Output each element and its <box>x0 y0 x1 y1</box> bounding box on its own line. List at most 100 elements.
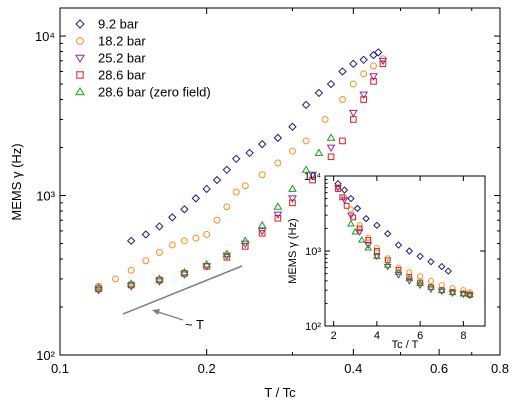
data-point-series-2 <box>302 137 310 145</box>
data-point-series-1 <box>314 88 324 98</box>
data-point-series-1 <box>232 154 241 163</box>
data-point-series-2 <box>127 266 135 274</box>
inset-x-tick-label: 2 <box>331 330 337 342</box>
linear-guide-line <box>122 265 243 315</box>
inset-data-point-series-4 <box>356 225 363 232</box>
inset-x-axis-label: Tc / T <box>392 339 419 351</box>
inset-data-point-series-4 <box>365 237 372 243</box>
data-point-series-1 <box>202 184 211 194</box>
data-point-series-1 <box>369 50 378 60</box>
data-point-series-5 <box>202 259 212 268</box>
inset-data-point-series-1 <box>353 204 362 213</box>
data-point-series-5 <box>257 220 267 229</box>
data-point-series-2 <box>274 159 282 167</box>
annotation-arrow <box>154 310 184 321</box>
inset-data-point-series-1 <box>405 247 414 255</box>
inset-data-point-series-4 <box>350 214 357 221</box>
data-point-series-1 <box>288 122 297 131</box>
inset-data-point-series-5 <box>405 274 414 282</box>
inset-data-point-series-1 <box>427 257 435 266</box>
inset-data-point-series-3 <box>364 242 373 250</box>
data-point-series-2 <box>321 115 329 123</box>
inset-background <box>325 176 485 326</box>
main-plot-frame <box>59 7 501 356</box>
data-point-series-5 <box>179 267 189 276</box>
data-point-series-1 <box>273 133 283 143</box>
data-point-series-2 <box>223 203 231 211</box>
data-point-series-2 <box>360 70 368 78</box>
inset-data-point-series-3 <box>355 229 364 236</box>
data-point-series-5 <box>240 236 250 244</box>
legend-label-1: 9.2 bar <box>98 17 139 32</box>
data-point-series-5 <box>155 274 164 282</box>
inset-y-tick-label: 10⁴ <box>304 171 321 183</box>
data-point-series-2 <box>112 275 119 283</box>
data-point-series-3 <box>308 171 318 180</box>
data-point-series-1 <box>155 222 164 231</box>
legend-label-5: 28.6 bar (zero field) <box>98 85 211 100</box>
inset-data-point-series-3 <box>448 290 457 298</box>
inset-x-tick-label: 6 <box>417 330 423 342</box>
inset-data-point-series-2 <box>347 206 354 213</box>
inset-data-point-series-1 <box>394 241 403 249</box>
data-point-series-3 <box>126 283 136 291</box>
inset-data-point-series-3 <box>394 272 403 279</box>
inset-data-point-series-5 <box>351 227 360 235</box>
inset-data-point-series-3 <box>334 185 342 192</box>
data-point-series-2 <box>192 234 200 242</box>
inset-data-point-series-1 <box>373 221 381 230</box>
inset-data-point-series-3 <box>459 291 468 299</box>
inset-y-tick-label: 10² <box>305 321 321 333</box>
data-point-series-2 <box>213 216 221 224</box>
data-point-series-1 <box>349 59 358 69</box>
inset-data-point-series-1 <box>340 186 349 194</box>
data-point-series-1 <box>168 213 177 222</box>
inset-data-point-series-5 <box>357 236 366 243</box>
inset-data-point-series-5 <box>373 252 381 259</box>
inset-data-point-series-1 <box>383 230 392 238</box>
inset-data-point-series-5 <box>427 283 435 290</box>
legend: 9.2 bar 18.2 bar 25.2 bar 28.6 bar 28.6 bar … <box>75 17 211 100</box>
x-tick-label: 0.6 <box>430 361 448 376</box>
y-tick-label: 10³ <box>36 189 55 204</box>
data-point-series-5 <box>288 184 297 192</box>
data-point-series-1 <box>245 148 254 158</box>
legend-marker-2 <box>76 37 84 45</box>
data-point-series-1 <box>180 205 189 214</box>
data-point-series-3 <box>94 287 103 295</box>
data-point-series-1 <box>141 230 151 239</box>
data-point-series-1 <box>338 67 347 76</box>
data-point-series-3 <box>359 91 369 100</box>
data-point-series-2 <box>339 96 346 104</box>
data-point-series-4 <box>350 116 357 123</box>
data-point-series-2 <box>349 80 357 88</box>
inset-x-tick-label: 4 <box>374 330 380 342</box>
data-point-series-4 <box>289 199 296 207</box>
data-point-series-5 <box>326 133 336 141</box>
annotation-arrowhead <box>152 309 160 315</box>
legend-marker-4 <box>76 71 84 79</box>
data-point-series-1 <box>191 194 201 203</box>
inset-data-point-series-2 <box>417 273 424 280</box>
x-tick-label: 0.1 <box>51 361 69 376</box>
inset-data-point-series-5 <box>448 288 457 296</box>
legend-marker-1 <box>75 19 85 29</box>
data-point-series-5 <box>314 148 324 156</box>
data-point-series-2 <box>203 230 211 238</box>
data-point-series-2 <box>155 248 163 256</box>
data-point-series-3 <box>369 73 378 81</box>
inset-data-point-series-5 <box>437 286 446 293</box>
inset-data-point-series-4 <box>335 186 341 192</box>
annotation-label: ~ T <box>185 317 204 332</box>
inset-data-point-series-5 <box>465 290 474 297</box>
inset-data-point-series-3 <box>405 278 414 285</box>
x-tick-label: 0.4 <box>344 361 362 376</box>
data-point-series-3 <box>326 144 336 153</box>
data-point-series-1 <box>212 175 222 185</box>
inset-data-point-series-1 <box>362 214 370 223</box>
data-point-series-1 <box>374 48 383 57</box>
y-tick-label: 10² <box>36 348 55 363</box>
data-point-series-5 <box>222 249 232 257</box>
data-point-series-2 <box>241 182 249 190</box>
inset-data-point-series-5 <box>364 243 373 251</box>
